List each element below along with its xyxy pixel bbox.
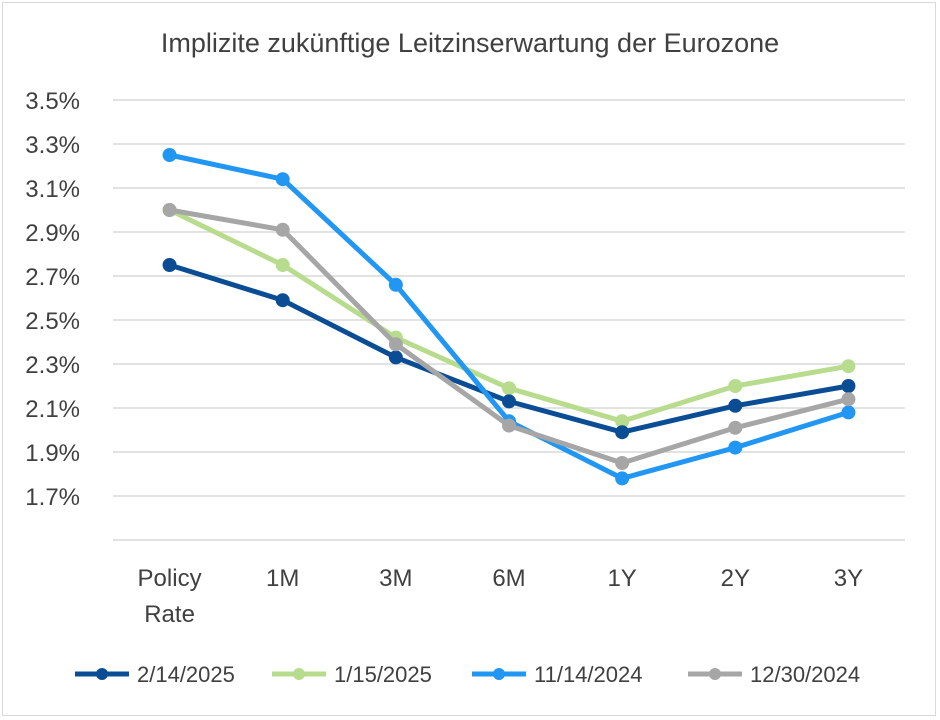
data-point [841,392,856,407]
data-point [728,379,743,393]
legend: 2/14/2025 1/15/2025 11/14/2024 12/30/2024 [75,662,860,687]
data-point [841,405,856,420]
data-point [162,148,177,162]
data-point [275,293,290,308]
series-11/14/2024 [162,148,856,486]
legend-marker [96,668,108,680]
y-tick-label: 3.5% [25,88,80,115]
legend-label: 12/30/2024 [750,662,860,687]
y-tick-label: 2.3% [25,352,80,379]
x-tick-label: 1Y [607,565,636,592]
data-point [615,471,630,486]
series-group [162,148,856,486]
y-tick-label: 2.5% [25,308,80,335]
legend-label: 2/14/2025 [137,662,235,687]
x-tick-label: Rate [144,601,195,628]
y-tick-label: 2.7% [25,264,80,291]
x-tick-label: 1M [266,565,299,592]
data-point [502,381,516,396]
data-point [275,172,290,187]
legend-item: 2/14/2025 [75,662,235,687]
data-point [388,350,403,365]
series-12/30/2024 [162,203,856,470]
y-tick-label: 3.1% [25,176,80,203]
x-tick-label: 3M [379,565,412,592]
legend-item: 1/15/2025 [272,662,432,687]
y-tick-label: 1.7% [25,484,80,511]
series-2/14/2025 [162,258,856,440]
data-point [162,203,177,217]
data-point [728,440,743,455]
y-tick-label: 2.1% [25,396,80,423]
y-tick-label: 1.9% [25,440,80,467]
data-point [388,337,403,352]
y-tick-label: 3.3% [25,132,80,159]
legend-label: 11/14/2024 [534,662,642,687]
y-axis-ticks: 1.7% 1.9% 2.1% 2.3% 2.5% 2.7% 2.9% 3.1% 3.3% 3.5% [25,88,80,511]
data-point [841,379,856,393]
x-tick-label: Policy [138,565,202,592]
chart-title: Implizite zukünftige Leitzinserwartung d… [160,28,780,58]
x-tick-label: 3Y [834,565,863,592]
x-tick-label: 6M [492,565,525,592]
data-point [728,420,743,435]
legend-marker [293,668,305,680]
data-point [615,425,630,440]
x-axis-ticks: Policy Rate 1M 3M 6M 1Y 2Y 3Y [138,565,864,628]
data-point [728,398,743,413]
data-point [615,414,630,429]
data-point [502,418,516,433]
legend-label: 1/15/2025 [334,662,432,687]
data-point [502,394,516,409]
y-tick-label: 2.9% [25,220,80,247]
data-point [275,222,290,237]
data-point [615,456,630,470]
legend-item: 12/30/2024 [688,662,860,687]
x-tick-label: 2Y [721,565,750,592]
legend-marker [493,668,505,680]
legend-item: 11/14/2024 [472,662,642,687]
data-point [162,258,177,272]
gridlines [113,99,905,541]
data-point [388,277,403,292]
data-point [841,359,856,374]
data-point [275,258,290,272]
legend-marker [709,668,721,680]
